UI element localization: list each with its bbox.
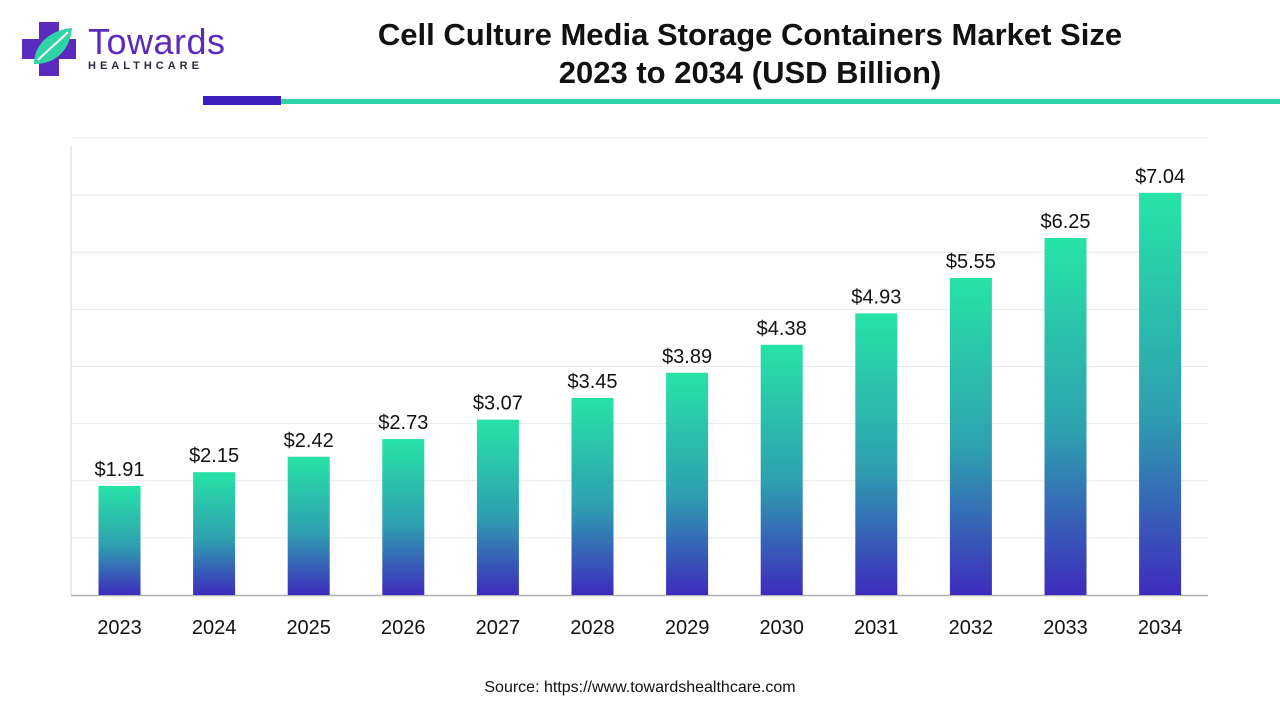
bar-2033 xyxy=(1044,237,1087,595)
value-labels: $1.91 $2.15 $2.42 $2.73 $3.07 $3.45 $3.89 $4.38… xyxy=(94,166,1185,481)
logo-subtitle: HEALTHCARE xyxy=(88,60,203,72)
x-tick-label-2025: 2025 xyxy=(286,617,331,639)
chart-title: Cell Culture Media Storage Containers Ma… xyxy=(300,16,1200,92)
x-axis-tick-labels: 2023 2024 2025 2026 2027 2028 2029 2030 2031 2032… xyxy=(97,617,1182,639)
value-label-2028: $3.45 xyxy=(567,371,617,393)
value-label-2029: $3.89 xyxy=(662,346,712,368)
bar-2023 xyxy=(98,485,141,595)
value-label-2034: $7.04 xyxy=(1135,166,1185,188)
bar-2026 xyxy=(382,439,425,595)
value-label-2030: $4.38 xyxy=(757,318,807,340)
value-label-2023: $1.91 xyxy=(94,459,144,481)
bar-2025 xyxy=(287,456,330,595)
value-label-2027: $3.07 xyxy=(473,393,523,415)
value-label-2025: $2.42 xyxy=(284,430,334,452)
chart-title-line-2: 2023 to 2034 (USD Billion) xyxy=(558,55,942,90)
x-tick-label-2029: 2029 xyxy=(665,617,710,639)
bar-2030 xyxy=(760,344,803,595)
x-tick-label-2031: 2031 xyxy=(854,617,899,639)
x-tick-label-2026: 2026 xyxy=(381,617,426,639)
gridlines xyxy=(70,137,1208,597)
header-rule-teal xyxy=(281,99,1280,104)
x-tick-label-2032: 2032 xyxy=(949,617,994,639)
value-label-2033: $6.25 xyxy=(1040,211,1090,233)
medical-cross-leaf-icon xyxy=(22,22,76,76)
bar-2024 xyxy=(193,472,236,595)
bar-2034 xyxy=(1139,192,1182,595)
x-tick-label-2027: 2027 xyxy=(476,617,521,639)
x-tick-label-2023: 2023 xyxy=(97,617,142,639)
bar-2029 xyxy=(666,372,709,595)
value-label-2032: $5.55 xyxy=(946,251,996,273)
bar-2028 xyxy=(571,397,614,595)
bar-2031 xyxy=(855,313,898,595)
x-tick-label-2028: 2028 xyxy=(570,617,615,639)
chart-title-line-1: Cell Culture Media Storage Containers Ma… xyxy=(377,17,1123,52)
bar-2027 xyxy=(476,419,519,595)
bars xyxy=(98,192,1182,595)
value-label-2031: $4.93 xyxy=(851,286,901,308)
bar-2032 xyxy=(949,277,992,595)
value-label-2026: $2.73 xyxy=(378,412,428,434)
x-tick-label-2034: 2034 xyxy=(1138,617,1183,639)
logo: Towards HEALTHCARE xyxy=(20,18,240,82)
x-tick-label-2024: 2024 xyxy=(192,617,237,639)
x-tick-label-2033: 2033 xyxy=(1043,617,1088,639)
source-note: Source: https://www.towardshealthcare.co… xyxy=(484,679,796,696)
value-label-2024: $2.15 xyxy=(189,445,239,467)
logo-name: Towards xyxy=(88,21,226,62)
x-tick-label-2030: 2030 xyxy=(759,617,804,639)
header-rule-dark xyxy=(203,96,281,105)
